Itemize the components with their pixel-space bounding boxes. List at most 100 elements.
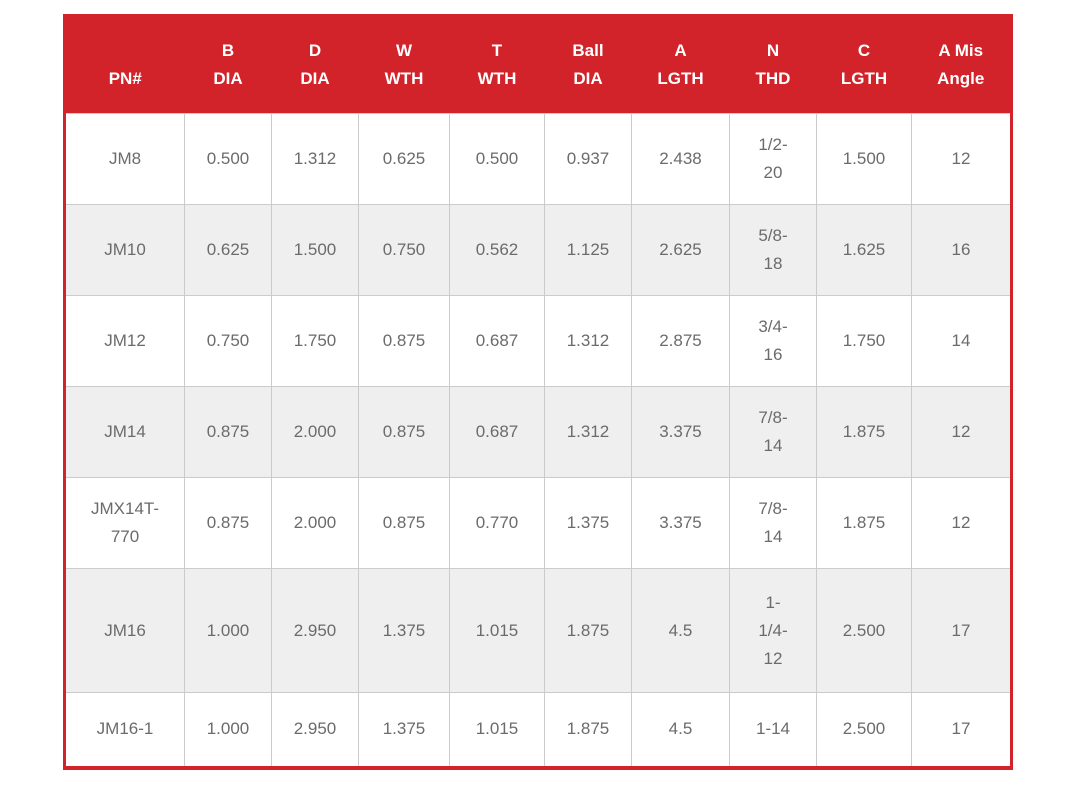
cell-w-wth: 1.375 — [358, 692, 450, 768]
column-header-w-wth: W WTH — [358, 15, 450, 114]
header-line-2: LGTH — [657, 69, 704, 88]
header-line-2: DIA — [213, 69, 243, 88]
cell-t-wth: 0.562 — [449, 204, 545, 296]
header-line-2: WTH — [477, 69, 517, 88]
cell-a-lgth: 2.875 — [631, 295, 730, 387]
cell-c-lgth: 2.500 — [816, 568, 912, 693]
column-header-pn: PN# — [64, 15, 185, 114]
cell-c-lgth: 1.875 — [816, 477, 912, 569]
cell-ball-dia: 1.312 — [544, 386, 632, 478]
header-line-2: DIA — [573, 69, 603, 88]
cell-ball-dia: 1.875 — [544, 692, 632, 768]
header-line-1: Ball — [572, 41, 604, 60]
cell-t-wth: 1.015 — [449, 568, 545, 693]
cell-a-mis-angle: 12 — [911, 113, 1012, 205]
header-line-1: B — [221, 41, 235, 60]
cell-ball-dia: 1.375 — [544, 477, 632, 569]
cell-ball-dia: 1.875 — [544, 568, 632, 693]
cell-pn: JM16-1 — [64, 692, 185, 768]
header-line-2: THD — [755, 69, 791, 88]
cell-ball-dia: 1.312 — [544, 295, 632, 387]
header-line-1: C — [857, 41, 871, 60]
cell-c-lgth: 1.750 — [816, 295, 912, 387]
cell-a-mis-angle: 14 — [911, 295, 1012, 387]
column-header-b-dia: B DIA — [184, 15, 272, 114]
cell-b-dia: 0.625 — [184, 204, 272, 296]
cell-a-lgth: 2.438 — [631, 113, 730, 205]
cell-d-dia: 2.950 — [271, 692, 359, 768]
table-row-jm14: JM14 0.875 2.000 0.875 0.687 1.312 3.375… — [64, 386, 1012, 478]
cell-b-dia: 0.750 — [184, 295, 272, 387]
column-header-n-thd: N THD — [729, 15, 817, 114]
header-line-1: A — [674, 41, 687, 60]
cell-d-dia: 2.000 — [271, 386, 359, 478]
header-line-1 — [70, 37, 181, 65]
cell-w-wth: 0.875 — [358, 295, 450, 387]
header-line-2: DIA — [300, 69, 330, 88]
header-line-2: WTH — [384, 69, 424, 88]
cell-d-dia: 1.500 — [271, 204, 359, 296]
cell-n-thd: 1-14 — [729, 692, 817, 768]
cell-b-dia: 1.000 — [184, 692, 272, 768]
cell-t-wth: 0.687 — [449, 386, 545, 478]
cell-a-mis-angle: 12 — [911, 386, 1012, 478]
cell-a-lgth: 4.5 — [631, 568, 730, 693]
cell-n-thd: 7/8- 14 — [729, 477, 817, 569]
header-line-2: LGTH — [840, 69, 888, 88]
column-header-a-mis-angle: A Mis Angle — [911, 15, 1012, 114]
cell-a-lgth: 3.375 — [631, 386, 730, 478]
cell-n-thd: 5/8- 18 — [729, 204, 817, 296]
cell-c-lgth: 1.875 — [816, 386, 912, 478]
header-line-1: T — [491, 41, 503, 60]
cell-w-wth: 0.875 — [358, 477, 450, 569]
column-header-d-dia: D DIA — [271, 15, 359, 114]
cell-w-wth: 0.625 — [358, 113, 450, 205]
cell-t-wth: 0.500 — [449, 113, 545, 205]
cell-a-mis-angle: 16 — [911, 204, 1012, 296]
table-row-jm10: JM10 0.625 1.500 0.750 0.562 1.125 2.625… — [64, 204, 1012, 296]
column-header-t-wth: T WTH — [449, 15, 545, 114]
cell-n-thd: 1/2- 20 — [729, 113, 817, 205]
cell-a-mis-angle: 12 — [911, 477, 1012, 569]
cell-a-mis-angle: 17 — [911, 568, 1012, 693]
table-row-jm12: JM12 0.750 1.750 0.875 0.687 1.312 2.875… — [64, 295, 1012, 387]
cell-b-dia: 1.000 — [184, 568, 272, 693]
header-line-2: Angle — [937, 69, 985, 88]
cell-d-dia: 2.000 — [271, 477, 359, 569]
cell-t-wth: 0.770 — [449, 477, 545, 569]
cell-w-wth: 0.875 — [358, 386, 450, 478]
header-line-1: W — [395, 41, 413, 60]
column-header-a-lgth: A LGTH — [631, 15, 730, 114]
cell-pn: JMX14T- 770 — [64, 477, 185, 569]
cell-b-dia: 0.875 — [184, 477, 272, 569]
cell-pn: JM16 — [64, 568, 185, 693]
cell-b-dia: 0.500 — [184, 113, 272, 205]
cell-t-wth: 1.015 — [449, 692, 545, 768]
table-header-row: PN# B DIA D DIA W WTH T WTH — [64, 15, 1012, 114]
cell-d-dia: 1.312 — [271, 113, 359, 205]
cell-b-dia: 0.875 — [184, 386, 272, 478]
specs-table: PN# B DIA D DIA W WTH T WTH — [63, 14, 1013, 770]
header-line-1: A Mis — [938, 41, 984, 60]
cell-c-lgth: 1.625 — [816, 204, 912, 296]
cell-ball-dia: 0.937 — [544, 113, 632, 205]
table-row-jm8: JM8 0.500 1.312 0.625 0.500 0.937 2.438 … — [64, 113, 1012, 205]
cell-ball-dia: 1.125 — [544, 204, 632, 296]
cell-pn: JM10 — [64, 204, 185, 296]
cell-n-thd: 7/8- 14 — [729, 386, 817, 478]
cell-d-dia: 1.750 — [271, 295, 359, 387]
cell-w-wth: 0.750 — [358, 204, 450, 296]
cell-n-thd: 3/4- 16 — [729, 295, 817, 387]
cell-pn: JM12 — [64, 295, 185, 387]
cell-w-wth: 1.375 — [358, 568, 450, 693]
cell-pn: JM8 — [64, 113, 185, 205]
column-header-c-lgth: C LGTH — [816, 15, 912, 114]
cell-t-wth: 0.687 — [449, 295, 545, 387]
cell-a-lgth: 2.625 — [631, 204, 730, 296]
header-line-2: PN# — [108, 69, 142, 88]
specs-table-container: PN# B DIA D DIA W WTH T WTH — [63, 14, 1013, 770]
cell-c-lgth: 1.500 — [816, 113, 912, 205]
cell-n-thd: 1- 1/4- 12 — [729, 568, 817, 693]
cell-c-lgth: 2.500 — [816, 692, 912, 768]
header-line-1: D — [308, 41, 322, 60]
